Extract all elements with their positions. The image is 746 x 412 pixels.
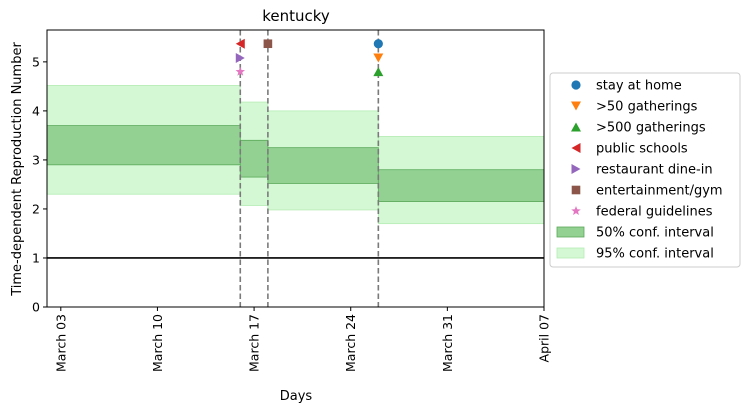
ci50-band-3 [377,169,545,202]
legend-label-0: stay at home [596,79,682,94]
y-tick-label-2: 2 [32,201,40,216]
intervention-marker-4 [235,52,245,63]
x-tick-label-4: March 31 [440,314,455,372]
x-tick-label-1: March 10 [150,314,165,372]
legend-marker-6 [571,206,581,216]
legend-marker-5 [571,185,581,195]
legend-patch-7 [556,226,585,238]
y-tick-label-1: 1 [32,250,40,265]
legend-patch-8 [556,247,585,259]
x-tick-label-2: March 17 [247,314,262,372]
legend-label-7: 50% conf. interval [596,226,714,241]
legend-label-8: 95% conf. interval [596,247,714,262]
intervention-marker-3 [235,38,245,49]
intervention-marker-1 [373,53,384,63]
axes: 0 1 2 3 4 5 March 03 March 10 March 17 March 24 Ma… [32,29,552,372]
legend-label-3: public schools [596,142,688,157]
ci50-band-1 [239,139,269,178]
legend: stay at home >50 gatherings >500 gathering… [549,72,741,268]
y-tick-label-0: 0 [32,300,40,315]
y-tick-label-4: 4 [32,103,40,118]
intervention-marker-0 [373,39,383,49]
plot-area [46,30,545,307]
intervention-marker-5 [263,39,273,49]
legend-marker-4 [571,164,581,174]
legend-label-5: entertainment/gym [596,184,723,199]
x-tick-label-5: April 07 [537,314,552,362]
x-tick-label-0: March 03 [53,314,68,372]
intervention-marker-2 [373,67,384,77]
y-tick-label-5: 5 [32,54,40,69]
legend-label-6: federal guidelines [596,205,713,220]
x-axis-label: Days [280,389,313,404]
legend-label-1: >50 gatherings [596,100,698,115]
ci50-band-2 [267,147,379,184]
chart-title: kentucky [262,7,330,25]
y-axis-label: Time-dependent Reproduction Number [10,42,25,297]
y-tick-label-3: 3 [32,152,40,167]
legend-label-4: restaurant dine-in [596,163,713,178]
ci50-band-0 [46,125,241,166]
plot-frame [46,29,545,308]
x-tick-label-3: March 24 [343,314,358,372]
legend-box [549,72,741,268]
intervention-marker-6 [235,66,246,76]
legend-marker-3 [571,143,581,153]
legend-label-2: >500 gatherings [596,121,706,136]
legend-marker-0 [571,80,581,90]
legend-marker-1 [571,101,581,111]
legend-marker-2 [571,122,581,132]
